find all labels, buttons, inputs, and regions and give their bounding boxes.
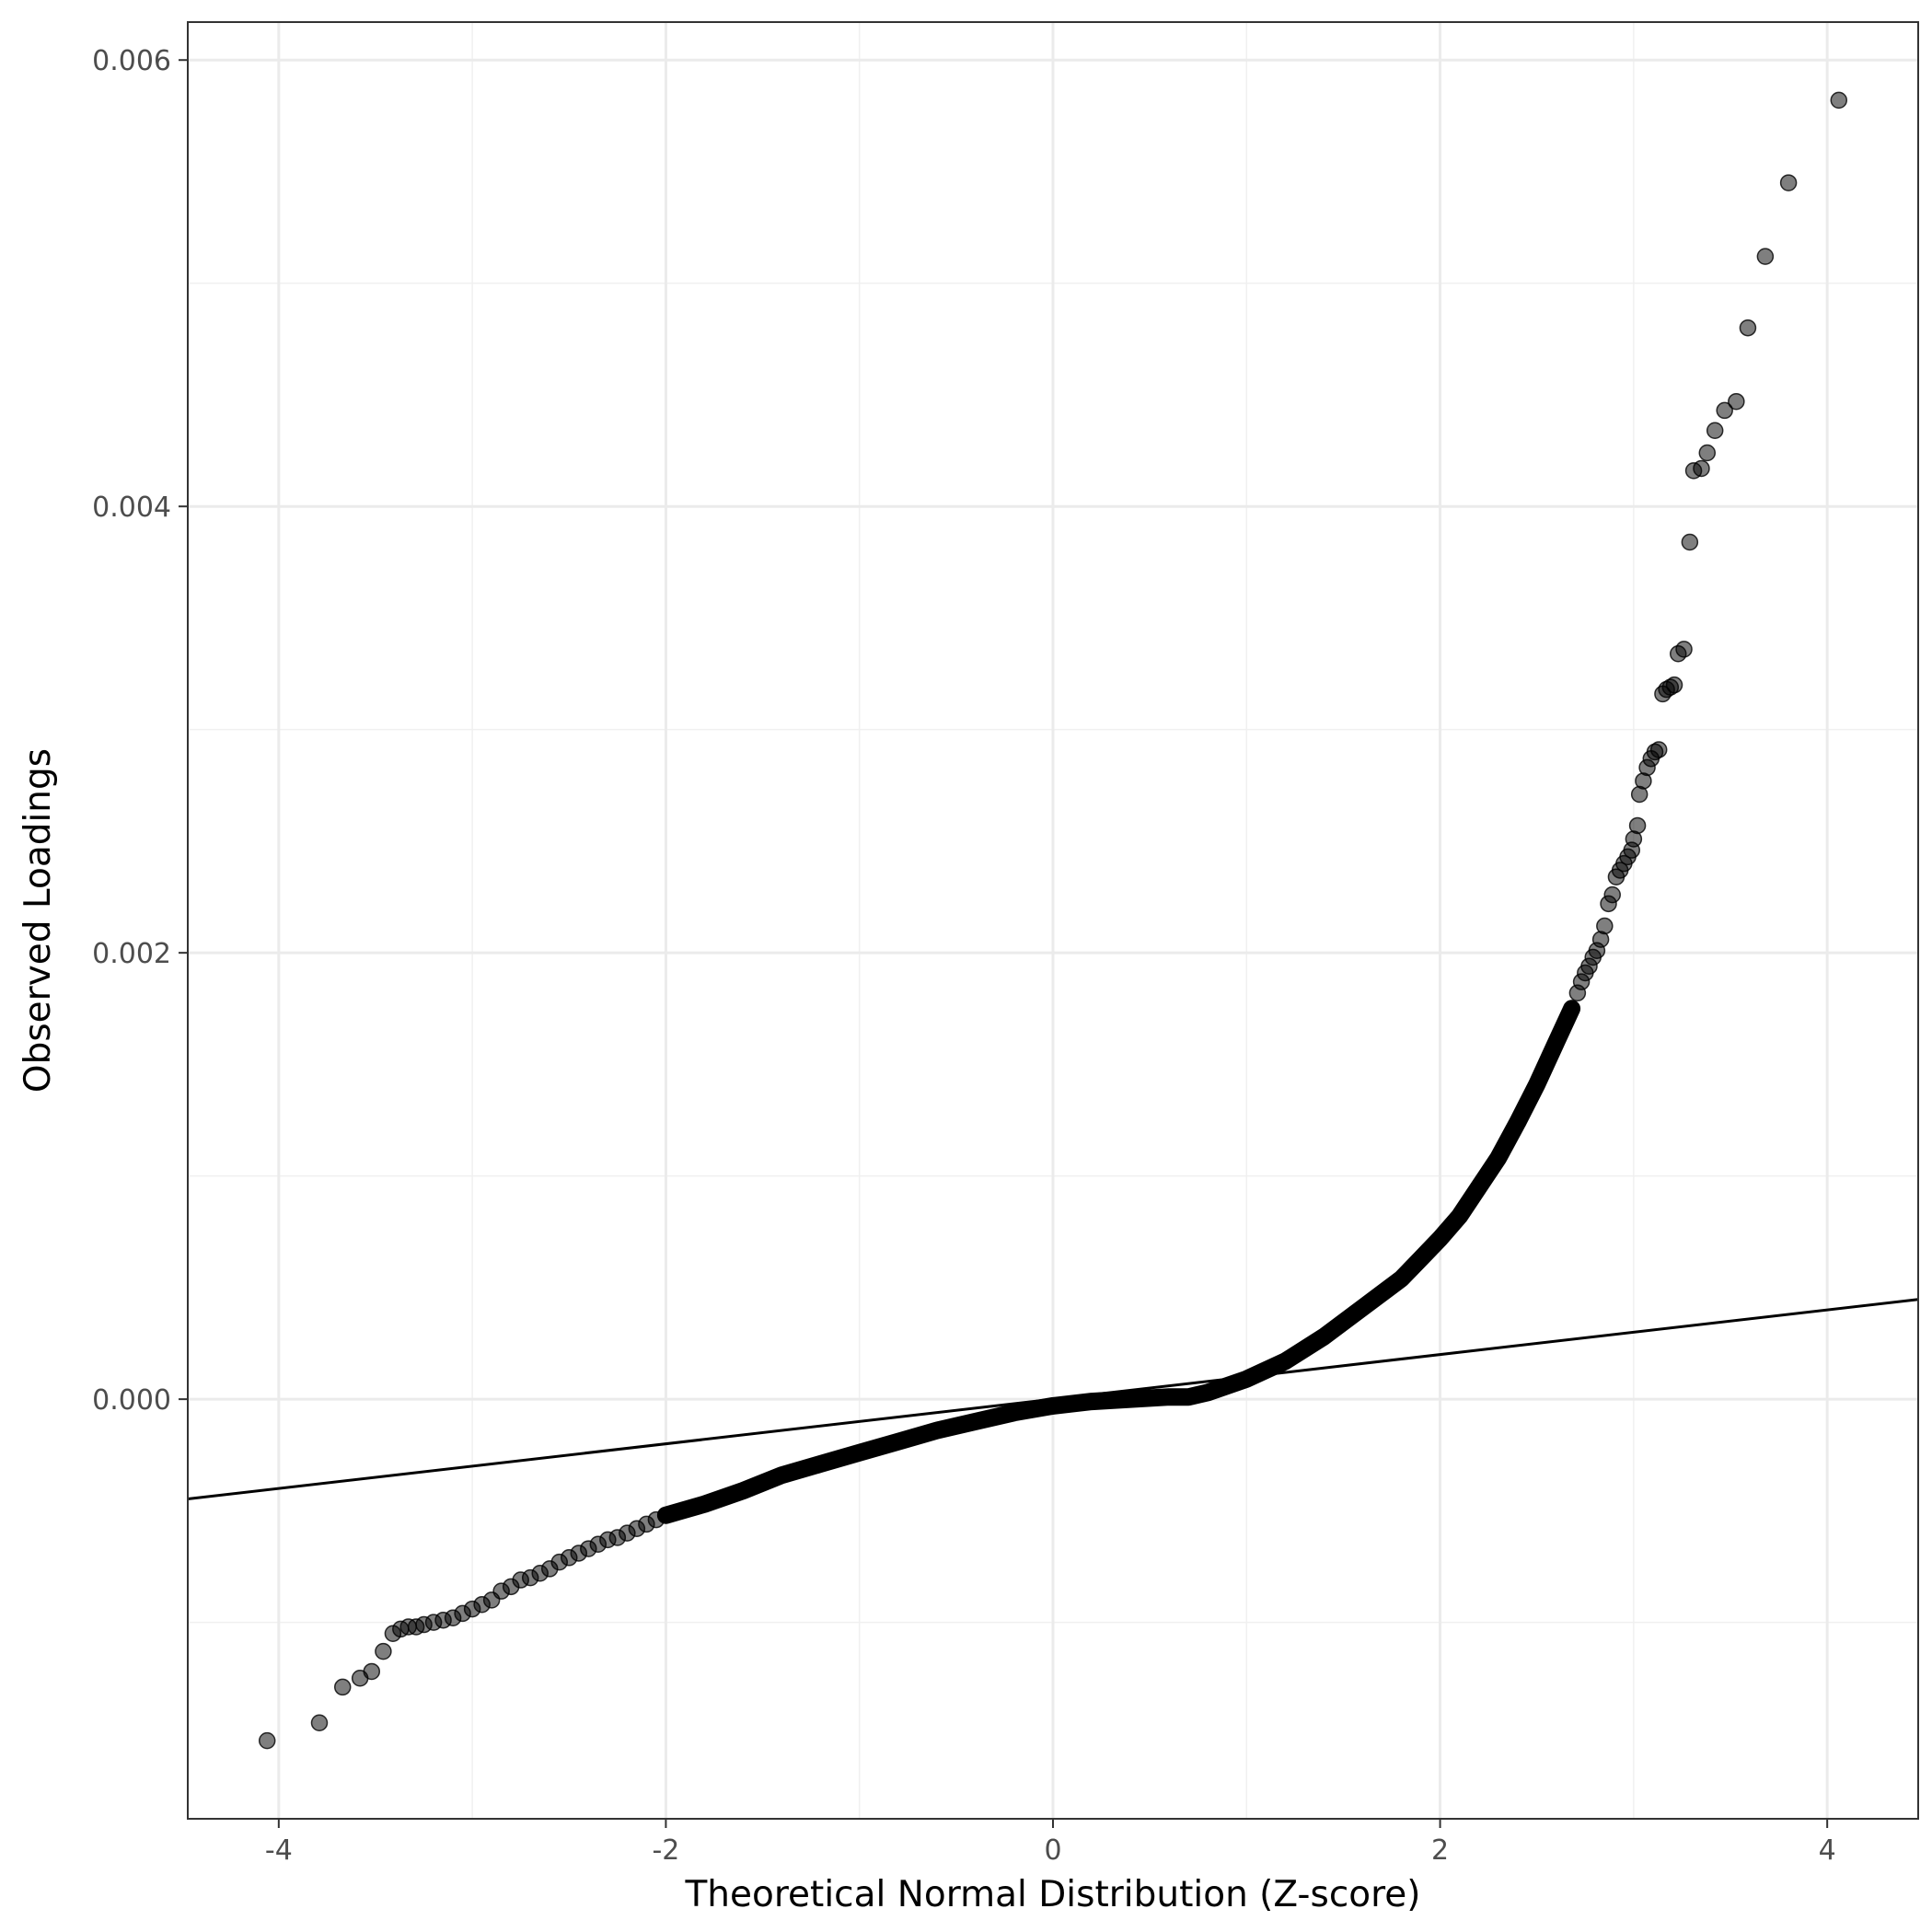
- x-tick-label: 0: [1044, 1834, 1061, 1867]
- x-axis-title: Theoretical Normal Distribution (Z-score…: [684, 1874, 1420, 1915]
- data-point: [1739, 318, 1757, 337]
- x-tick-label: -4: [265, 1834, 293, 1867]
- y-tick-label: 0.000: [92, 1384, 171, 1417]
- x-tick-label: -2: [652, 1834, 679, 1867]
- x-axis: -4 -2 0 2 4: [265, 1819, 1836, 1867]
- data-point: [1716, 401, 1733, 420]
- data-point: [1779, 174, 1798, 191]
- y-axis-title: Observed Loadings: [17, 748, 59, 1093]
- data-point: [333, 1678, 352, 1696]
- data-point: [1706, 422, 1724, 439]
- data-point: [1830, 91, 1848, 110]
- data-point: [1603, 885, 1621, 904]
- data-point: [258, 1731, 276, 1750]
- data-point: [1628, 816, 1647, 835]
- data-point: [363, 1662, 381, 1681]
- major-gridlines: [188, 22, 1918, 1819]
- data-point: [1665, 676, 1683, 694]
- data-point: [1728, 392, 1745, 411]
- data-point: [310, 1714, 329, 1731]
- dense-points-band: [656, 1000, 1581, 1524]
- y-tick-label: 0.002: [92, 938, 171, 970]
- data-point: [1756, 248, 1775, 265]
- data-point: [1698, 444, 1717, 462]
- data-point: [1693, 459, 1710, 478]
- data-point: [1596, 917, 1614, 935]
- data-point: [1681, 533, 1699, 551]
- y-tick-label: 0.006: [92, 45, 171, 77]
- qq-reference-line: [187, 1298, 1919, 1501]
- reference-line: [187, 1298, 1919, 1501]
- data-point: [1649, 741, 1668, 758]
- y-axis: 0.000 0.002 0.004 0.006: [92, 45, 188, 1417]
- x-tick-label: 4: [1819, 1834, 1836, 1867]
- data-point: [1675, 641, 1693, 658]
- data-curve: [656, 1000, 1581, 1524]
- x-tick-label: 2: [1431, 1834, 1449, 1867]
- data-point: [375, 1642, 392, 1660]
- y-tick-label: 0.004: [92, 492, 171, 524]
